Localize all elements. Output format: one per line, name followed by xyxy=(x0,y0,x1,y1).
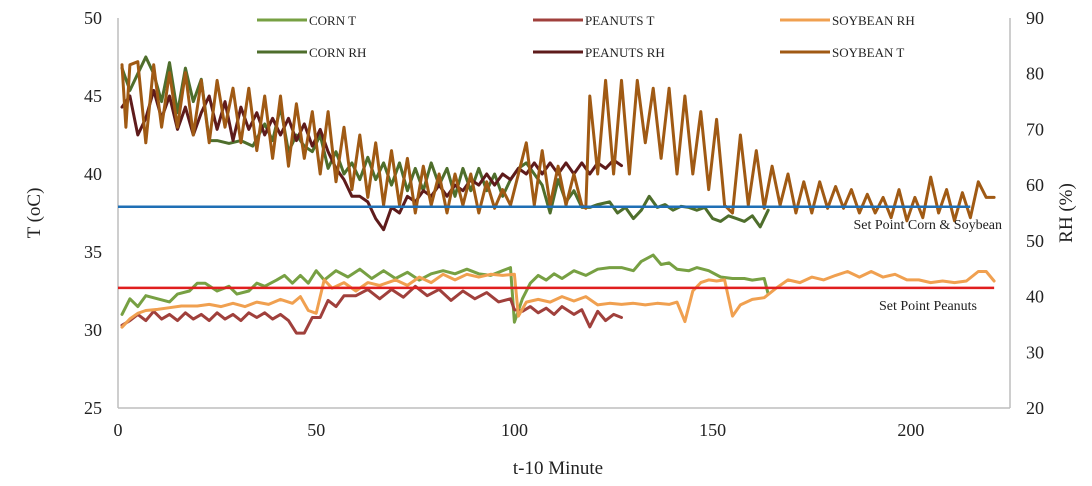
x-tick-label: 0 xyxy=(114,420,123,440)
y-left-tick-label: 40 xyxy=(84,164,102,184)
x-axis-title: t-10 Minute xyxy=(513,458,603,479)
series-line-soybean-rh xyxy=(120,270,996,329)
x-tick-label: 150 xyxy=(699,420,726,440)
y-right-tick-label: 90 xyxy=(1026,8,1044,28)
y-left-tick-label: 50 xyxy=(84,8,102,28)
legend-label-corn-t: CORN T xyxy=(309,13,356,28)
x-tick-label: 50 xyxy=(307,420,325,440)
y-right-tick-label: 60 xyxy=(1026,175,1044,195)
axes xyxy=(117,18,1011,409)
y-right-tick-label: 20 xyxy=(1026,398,1044,418)
set-point-label-set-point-peanuts: Set Point Peanuts xyxy=(879,299,977,314)
y-left-tick-label: 30 xyxy=(84,320,102,340)
series-line-corn-rh xyxy=(120,55,770,229)
y-left-tick-label: 45 xyxy=(84,86,102,106)
legend-label-peanuts-t: PEANUTS T xyxy=(585,13,655,28)
y-right-tick-label: 30 xyxy=(1026,342,1044,362)
legend-label-soybean-t: SOYBEAN T xyxy=(832,45,904,60)
y-right-tick-label: 70 xyxy=(1026,119,1044,139)
legend-label-peanuts-rh: PEANUTS RH xyxy=(585,45,665,60)
ticks: 0 50 100 150 200 25 30 35 40 45 50 20 30 40 50 60 70 80 90 xyxy=(84,8,1044,440)
y-right-tick-label: 50 xyxy=(1026,231,1044,251)
y-left-tick-label: 35 xyxy=(84,242,102,262)
set-point-label-set-point-corn-and-soybean: Set Point Corn & Soybean xyxy=(853,218,1002,233)
legend-label-corn-rh: CORN RH xyxy=(309,45,366,60)
y-right-tick-label: 80 xyxy=(1026,64,1044,84)
y-right-tick-label: 40 xyxy=(1026,287,1044,307)
series-line-peanuts-t xyxy=(120,284,623,335)
series-layer xyxy=(120,55,996,335)
x-tick-label: 100 xyxy=(501,420,528,440)
setpoint-layer: Set Point Corn & Soybean Set Point Peanut… xyxy=(118,205,1002,314)
y-right-axis-title: RH (%) xyxy=(1056,183,1077,243)
x-tick-label: 200 xyxy=(897,420,924,440)
legend: CORN T PEANUTS T SOYBEAN RH CORN RH PEANUTS … xyxy=(257,13,915,60)
series-line-soybean-t xyxy=(120,60,996,223)
legend-label-soybean-rh: SOYBEAN RH xyxy=(832,13,915,28)
y-left-tick-label: 25 xyxy=(84,398,102,418)
y-left-axis-title: T (oC) xyxy=(24,188,45,239)
